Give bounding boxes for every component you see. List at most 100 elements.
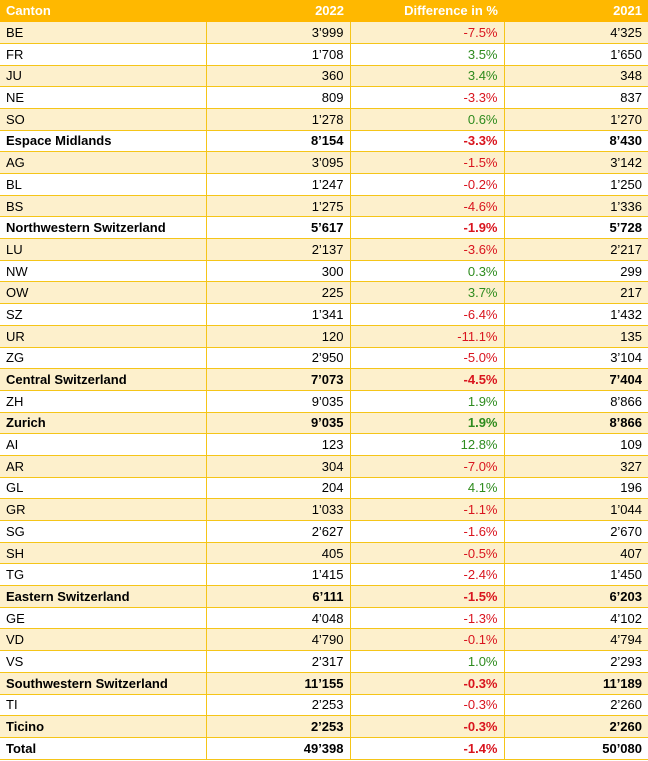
cell-2021: 196 bbox=[504, 477, 648, 500]
cell-2022: 2’627 bbox=[206, 520, 351, 543]
table-row: SZ 1’341 -6.4% 1’432 bbox=[0, 303, 648, 326]
cell-canton: Ticino bbox=[0, 715, 207, 738]
cell-difference: -3.3% bbox=[350, 86, 505, 109]
cell-2022: 4’048 bbox=[206, 607, 351, 630]
cell-2021: 7’404 bbox=[504, 368, 648, 391]
cell-2021: 1’270 bbox=[504, 108, 648, 131]
table-row: OW 225 3.7% 217 bbox=[0, 281, 648, 305]
cell-2021: 50’080 bbox=[504, 737, 648, 760]
header-row: Canton 2022 Difference in % 2021 bbox=[0, 0, 648, 22]
cell-2022: 225 bbox=[206, 281, 351, 305]
cell-canton: AI bbox=[0, 433, 207, 456]
table-row-subtotal: Northwestern Switzerland 5’617 -1.9% 5’728 bbox=[0, 216, 648, 240]
cell-difference: -3.6% bbox=[350, 238, 505, 261]
cell-difference: -0.3% bbox=[350, 672, 505, 695]
cell-2021: 6’203 bbox=[504, 585, 648, 608]
cell-difference: -4.6% bbox=[350, 195, 505, 218]
cell-difference: -5.0% bbox=[350, 347, 505, 370]
table-row: GE 4’048 -1.3% 4’102 bbox=[0, 607, 648, 630]
cell-2021: 109 bbox=[504, 433, 648, 456]
table-row-subtotal: Eastern Switzerland 6’111 -1.5% 6’203 bbox=[0, 585, 648, 608]
cell-2021: 5’728 bbox=[504, 216, 648, 240]
cell-2022: 5’617 bbox=[206, 216, 351, 240]
cell-canton: SG bbox=[0, 520, 207, 543]
cell-2022: 3’999 bbox=[206, 21, 351, 44]
cell-difference: -1.5% bbox=[350, 585, 505, 608]
cell-canton: Southwestern Switzerland bbox=[0, 672, 207, 695]
cell-2022: 9’035 bbox=[206, 412, 351, 435]
cell-canton: Eastern Switzerland bbox=[0, 585, 207, 608]
table-row: ZH 9’035 1.9% 8’866 bbox=[0, 390, 648, 413]
cell-2022: 1’341 bbox=[206, 303, 351, 326]
header-2022: 2022 bbox=[206, 0, 350, 22]
cell-canton: NE bbox=[0, 86, 207, 109]
cell-2021: 1’044 bbox=[504, 498, 648, 521]
cell-2021: 2’670 bbox=[504, 520, 648, 543]
cell-2021: 4’102 bbox=[504, 607, 648, 630]
table-row: BS 1’275 -4.6% 1’336 bbox=[0, 195, 648, 218]
cell-canton: GR bbox=[0, 498, 207, 521]
cell-canton: TI bbox=[0, 694, 207, 717]
cell-2021: 8’866 bbox=[504, 390, 648, 413]
cell-2021: 4’794 bbox=[504, 628, 648, 652]
table-row: LU 2’137 -3.6% 2’217 bbox=[0, 238, 648, 261]
cell-canton: TG bbox=[0, 563, 207, 587]
cell-2022: 2’137 bbox=[206, 238, 351, 261]
cell-canton: SZ bbox=[0, 303, 207, 326]
cell-2021: 8’866 bbox=[504, 412, 648, 435]
table-row-subtotal: Ticino 2’253 -0.3% 2’260 bbox=[0, 715, 648, 738]
table-row: NW 300 0.3% 299 bbox=[0, 260, 648, 283]
table-row: GR 1’033 -1.1% 1’044 bbox=[0, 498, 648, 521]
cell-difference: -7.5% bbox=[350, 21, 505, 44]
table-row: SO 1’278 0.6% 1’270 bbox=[0, 108, 648, 131]
cell-canton: FR bbox=[0, 43, 207, 66]
cell-2022: 49’398 bbox=[206, 737, 351, 760]
cell-difference: -0.3% bbox=[350, 694, 505, 717]
cell-2022: 8’154 bbox=[206, 130, 351, 153]
table-row-subtotal: Central Switzerland 7’073 -4.5% 7’404 bbox=[0, 368, 648, 391]
cell-2021: 3’142 bbox=[504, 151, 648, 174]
table-row-subtotal: Zurich 9’035 1.9% 8’866 bbox=[0, 412, 648, 435]
cell-difference: -4.5% bbox=[350, 368, 505, 391]
cell-2021: 2’293 bbox=[504, 650, 648, 673]
cell-canton: AG bbox=[0, 151, 207, 174]
cell-2021: 348 bbox=[504, 65, 648, 88]
cell-difference: 3.4% bbox=[350, 65, 505, 88]
cell-difference: 0.3% bbox=[350, 260, 505, 283]
cell-difference: 3.5% bbox=[350, 43, 505, 66]
cell-2021: 3’104 bbox=[504, 347, 648, 370]
table-row-subtotal: Total 49’398 -1.4% 50’080 bbox=[0, 737, 648, 760]
cell-canton: UR bbox=[0, 325, 207, 348]
cell-canton: NW bbox=[0, 260, 207, 283]
cell-difference: -0.5% bbox=[350, 542, 505, 565]
cell-2021: 327 bbox=[504, 455, 648, 478]
table-row: TI 2’253 -0.3% 2’260 bbox=[0, 694, 648, 717]
cell-difference: -7.0% bbox=[350, 455, 505, 478]
cell-difference: 1.0% bbox=[350, 650, 505, 673]
cell-canton: Total bbox=[0, 737, 207, 760]
table-row: AI 123 12.8% 109 bbox=[0, 433, 648, 456]
cell-canton: SO bbox=[0, 108, 207, 131]
cell-2021: 1’450 bbox=[504, 563, 648, 587]
table-row: FR 1’708 3.5% 1’650 bbox=[0, 43, 648, 66]
table-row: VD 4’790 -0.1% 4’794 bbox=[0, 628, 648, 652]
cell-canton: BS bbox=[0, 195, 207, 218]
cell-2021: 135 bbox=[504, 325, 648, 348]
cell-difference: -1.3% bbox=[350, 607, 505, 630]
cell-difference: -0.2% bbox=[350, 173, 505, 196]
cell-2021: 4’325 bbox=[504, 21, 648, 44]
table-row: UR 120 -11.1% 135 bbox=[0, 325, 648, 348]
cell-canton: BL bbox=[0, 173, 207, 196]
cell-canton: Northwestern Switzerland bbox=[0, 216, 207, 240]
table-row: ZG 2’950 -5.0% 3’104 bbox=[0, 347, 648, 370]
cell-2021: 299 bbox=[504, 260, 648, 283]
cell-2022: 2’317 bbox=[206, 650, 351, 673]
cell-difference: -1.9% bbox=[350, 216, 505, 240]
cell-2021: 11’189 bbox=[504, 672, 648, 695]
cell-canton: VS bbox=[0, 650, 207, 673]
cell-2021: 837 bbox=[504, 86, 648, 109]
cell-canton: OW bbox=[0, 281, 207, 305]
header-2021: 2021 bbox=[504, 0, 648, 22]
cell-2021: 1’336 bbox=[504, 195, 648, 218]
